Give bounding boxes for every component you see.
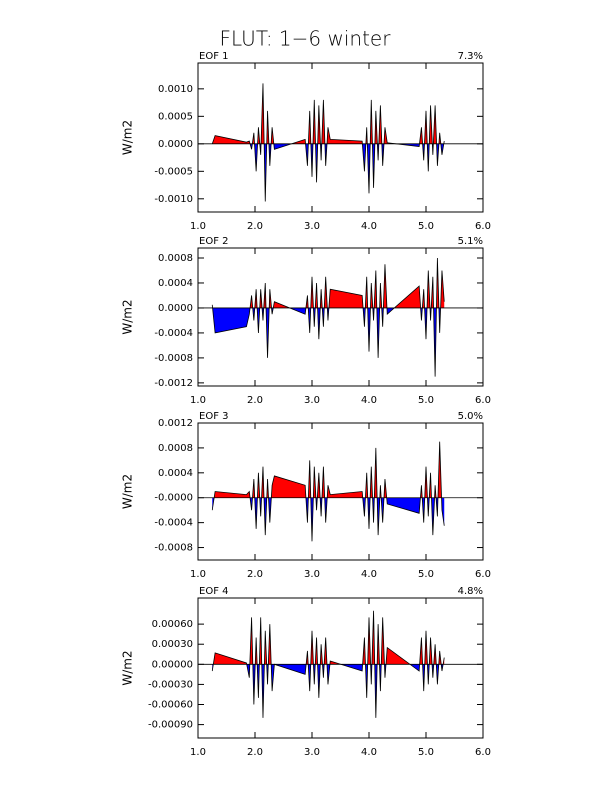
series-line [211, 441, 445, 542]
x-tick-label: 6.0 [475, 221, 491, 232]
y-tick-label: -0.0008 [154, 543, 193, 554]
x-tick-label: 4.0 [361, 747, 377, 758]
panel-title: EOF 2 [199, 236, 228, 247]
x-tick-label: 2.0 [247, 221, 263, 232]
x-tick-label: 4.0 [361, 569, 377, 580]
y-tick-label: -0.00060 [148, 700, 193, 711]
y-tick-label: 0.0008 [158, 253, 193, 264]
panel-title: EOF 4 [199, 586, 228, 597]
negative-area [212, 664, 445, 718]
x-tick-label: 5.0 [418, 395, 434, 406]
panel-annotation: 4.8% [458, 586, 483, 597]
series-line [211, 257, 445, 377]
x-tick-label: 3.0 [304, 395, 320, 406]
plot-frame [197, 247, 484, 387]
y-axis-label: W/m2 [121, 474, 135, 509]
positive-area [212, 441, 445, 498]
panel-annotation: 5.1% [458, 236, 483, 247]
y-tick-label: -0.0005 [154, 166, 193, 177]
y-tick-label: 0.00060 [152, 619, 193, 630]
y-tick-label: 0.00000 [152, 659, 193, 670]
y-tick-label: 0.0000 [158, 303, 193, 314]
x-tick-label: 6.0 [475, 395, 491, 406]
series-line [211, 610, 445, 718]
y-tick-label: 0.0005 [158, 111, 193, 122]
plot-frame [197, 597, 484, 739]
x-tick-label: 6.0 [475, 747, 491, 758]
y-axis-label: W/m2 [121, 650, 135, 685]
x-tick-label: 1.0 [190, 747, 206, 758]
y-tick-label: 0.0000 [158, 139, 193, 150]
y-tick-label: -0.0004 [154, 518, 193, 529]
y-tick-label: 0.0008 [158, 443, 193, 454]
x-tick-label: 3.0 [304, 569, 320, 580]
negative-area [212, 307, 445, 377]
x-tick-label: 1.0 [190, 395, 206, 406]
x-tick-label: 2.0 [247, 569, 263, 580]
x-tick-label: 3.0 [304, 221, 320, 232]
plot-frame [197, 422, 484, 561]
y-tick-label: 0.0010 [158, 84, 193, 95]
y-tick-label: 0.0012 [158, 418, 193, 429]
x-tick-label: 2.0 [247, 747, 263, 758]
panel-title: EOF 1 [199, 51, 228, 62]
x-tick-label: 5.0 [418, 569, 434, 580]
positive-area [212, 83, 445, 144]
y-tick-label: 0.0004 [158, 278, 193, 289]
negative-area [212, 497, 445, 542]
y-tick-label: -0.00030 [148, 679, 193, 690]
y-tick-label: -0.0000 [154, 493, 193, 504]
x-tick-label: 4.0 [361, 395, 377, 406]
series-line [211, 83, 445, 202]
y-tick-label: -0.0010 [154, 194, 193, 205]
panel-annotation: 5.0% [458, 411, 483, 422]
x-tick-label: 5.0 [418, 747, 434, 758]
x-tick-label: 5.0 [418, 221, 434, 232]
y-tick-label: -0.0012 [154, 378, 193, 389]
y-tick-label: -0.00090 [148, 720, 193, 731]
y-axis-label: W/m2 [121, 299, 135, 334]
y-tick-label: 0.0004 [158, 468, 193, 479]
x-tick-label: 3.0 [304, 747, 320, 758]
plot-frame [197, 62, 484, 213]
panel-annotation: 7.3% [458, 51, 483, 62]
x-tick-label: 6.0 [475, 569, 491, 580]
y-tick-label: 0.00030 [152, 639, 193, 650]
panel-title: EOF 3 [199, 411, 228, 422]
x-tick-label: 4.0 [361, 221, 377, 232]
x-tick-label: 1.0 [190, 569, 206, 580]
y-tick-label: -0.0004 [154, 328, 193, 339]
x-tick-label: 1.0 [190, 221, 206, 232]
positive-area [213, 610, 445, 665]
y-tick-label: -0.0008 [154, 353, 193, 364]
chart-title: FLUT: 1−6 winter [220, 27, 392, 51]
y-axis-label: W/m2 [121, 120, 135, 155]
x-tick-label: 2.0 [247, 395, 263, 406]
